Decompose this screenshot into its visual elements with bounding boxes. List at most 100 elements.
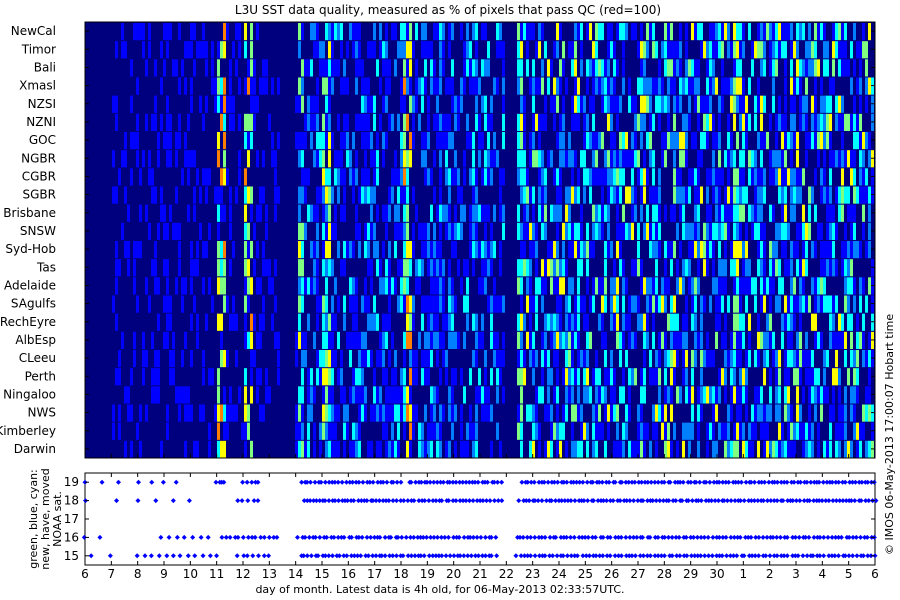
satellite-point (653, 498, 659, 504)
heatmap-cell (520, 77, 523, 95)
heatmap-cell (712, 168, 715, 186)
satellite-point (390, 479, 396, 485)
heatmap-cell (784, 132, 787, 150)
heatmap-cell (751, 150, 754, 168)
heatmap-cell (736, 277, 739, 295)
heatmap-cell (457, 440, 460, 458)
heatmap-cell (229, 59, 232, 77)
heatmap-cell (721, 331, 724, 349)
heatmap-cell (481, 95, 484, 113)
heatmap-cell (757, 204, 760, 222)
heatmap-cell (784, 41, 787, 59)
heatmap-cell (538, 186, 541, 204)
heatmap-cell (481, 132, 484, 150)
satellite-point (652, 534, 658, 540)
satellite-point (499, 498, 505, 504)
heatmap-cell (199, 41, 202, 59)
heatmap-cell (262, 295, 265, 313)
satellite-point (460, 498, 466, 504)
heatmap-cell (616, 222, 619, 240)
heatmap-cell (640, 440, 643, 458)
heatmap-cell (544, 222, 547, 240)
satellite-point (173, 479, 179, 485)
heatmap-cell (379, 440, 382, 458)
heatmap-cell (829, 313, 832, 331)
heatmap-cell (193, 259, 196, 277)
heatmap-cell (325, 77, 328, 95)
heatmap-cell (265, 59, 268, 77)
satellite-point (372, 534, 378, 540)
satellite-point (645, 479, 651, 485)
heatmap-cell (769, 23, 772, 41)
heatmap-cell (379, 386, 382, 404)
heatmap-cell (358, 150, 361, 168)
heatmap-cell (334, 350, 337, 368)
heatmap-cell (325, 386, 328, 404)
heatmap-cell (541, 150, 544, 168)
satellite-point (755, 498, 761, 504)
satellite-point (307, 479, 313, 485)
heatmap-cell (550, 259, 553, 277)
satellite-point (872, 553, 878, 559)
x-tick-label: 29 (683, 567, 698, 581)
satellite-point (434, 534, 440, 540)
heatmap-cell (682, 259, 685, 277)
heatmap-cell (343, 186, 346, 204)
satellite-point (358, 498, 364, 504)
heatmap-cell (787, 404, 790, 422)
heatmap-cell (400, 404, 403, 422)
heatmap-cell (694, 59, 697, 77)
heatmap-cell (223, 422, 226, 440)
heatmap-cell (580, 295, 583, 313)
heatmap-cell (556, 386, 559, 404)
heatmap-cell (565, 259, 568, 277)
heatmap-cell (451, 77, 454, 95)
satellite-point (850, 553, 856, 559)
satellite-point (564, 553, 570, 559)
heatmap-cell (367, 440, 370, 458)
heatmap-cell (400, 132, 403, 150)
heatmap-cell (853, 386, 856, 404)
heatmap-cell (202, 241, 205, 259)
heatmap-cell (652, 204, 655, 222)
heatmap-cell (868, 350, 871, 368)
heatmap-cell (259, 277, 262, 295)
heatmap-cell (466, 113, 469, 131)
heatmap-cell (781, 422, 784, 440)
heatmap-cell (361, 113, 364, 131)
heatmap-cell (673, 331, 676, 349)
satellite-point (586, 553, 592, 559)
heatmap-cell (241, 422, 244, 440)
heatmap-cell (190, 95, 193, 113)
heatmap-cell (133, 241, 136, 259)
heatmap-ticks (85, 30, 875, 450)
heatmap-cell (235, 186, 238, 204)
heatmap-cell (247, 77, 250, 95)
heatmap-cell (727, 150, 730, 168)
satellite-point (836, 479, 842, 485)
satellite-point (817, 553, 823, 559)
heatmap-cell (340, 23, 343, 41)
heatmap-cell (844, 331, 847, 349)
heatmap-cell (784, 313, 787, 331)
satellite-point (623, 479, 629, 485)
heatmap-cell (538, 440, 541, 458)
heatmap-cell (361, 77, 364, 95)
heatmap-cell (580, 204, 583, 222)
satellite-point (741, 553, 747, 559)
heatmap-cell (784, 440, 787, 458)
heatmap-cell (541, 368, 544, 386)
heatmap-cell (760, 241, 763, 259)
heatmap-cell (856, 422, 859, 440)
heatmap-cell (322, 113, 325, 131)
heatmap-cell (226, 295, 229, 313)
heatmap-cell (346, 150, 349, 168)
heatmap-cell (259, 368, 262, 386)
heatmap-cell (460, 368, 463, 386)
satellite-point (821, 553, 827, 559)
heatmap-cell (433, 150, 436, 168)
heatmap-cell (841, 95, 844, 113)
heatmap-cell (358, 113, 361, 131)
y-tick-label: 19 (64, 475, 79, 489)
heatmap-cell (406, 186, 409, 204)
